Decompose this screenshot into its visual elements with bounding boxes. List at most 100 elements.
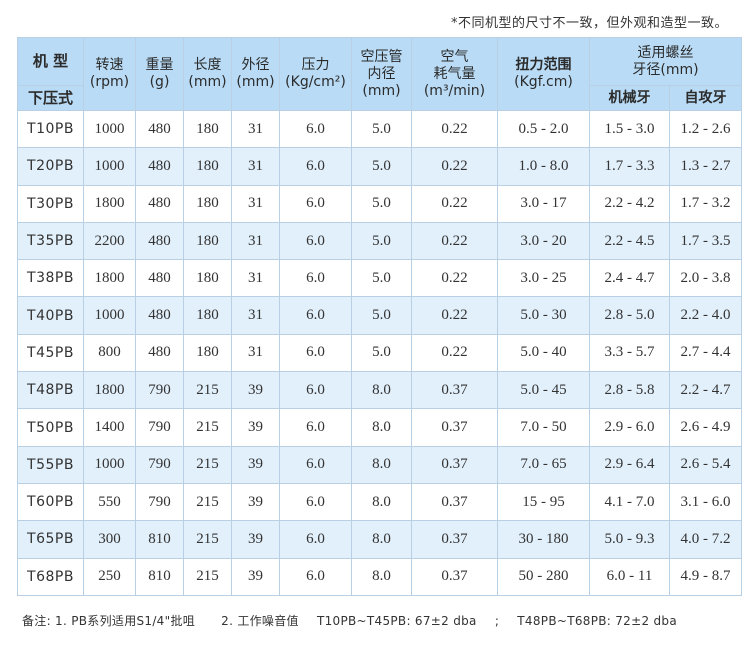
- cell-pressure: 6.0: [279, 184, 352, 223]
- cell-diameter: 39: [231, 520, 280, 559]
- header-air-unit: (m³/min): [423, 82, 486, 99]
- cell-speed: 1400: [83, 408, 136, 447]
- cell-torque-range: 7.0 - 50: [497, 408, 590, 447]
- cell-torque-range: 3.0 - 25: [497, 259, 590, 298]
- cell-length: 180: [183, 221, 232, 261]
- cell-hose-diameter: 5.0: [351, 147, 412, 186]
- cell-pressure: 6.0: [279, 109, 352, 149]
- cell-diameter: 31: [231, 259, 280, 298]
- cell-machine-thread: 2.4 - 4.7: [589, 259, 670, 298]
- cell-torque-range: 5.0 - 45: [497, 371, 590, 410]
- cell-diameter: 31: [231, 221, 280, 261]
- cell-weight: 480: [135, 221, 184, 261]
- header-machine-thread: 机械牙: [589, 85, 670, 111]
- header-hose-label: 空压管: [360, 48, 403, 65]
- header-length: 长度 (mm): [183, 37, 232, 111]
- cell-speed: 250: [83, 557, 136, 596]
- cell-self-tapping: 4.0 - 7.2: [668, 520, 743, 559]
- cell-self-tapping: 1.7 - 3.2: [668, 184, 743, 223]
- cell-self-tapping: 2.2 - 4.7: [668, 371, 743, 410]
- table-row: T38PB 1800 480 180 31 6.0 5.0 0.22 3.0 - 25 2.4 -…: [17, 259, 743, 298]
- cell-model: T68PB: [17, 557, 84, 596]
- cell-air-consumption: 0.22: [411, 333, 498, 373]
- table-row: T48PB 1800 790 215 39 6.0 8.0 0.37 5.0 - 45 2.8 -…: [17, 371, 743, 410]
- table-row: T40PB 1000 480 180 31 6.0 5.0 0.22 5.0 - 30 2.8 -…: [17, 296, 743, 335]
- cell-machine-thread: 1.5 - 3.0: [589, 109, 670, 149]
- header-hose: 空压管 内径 (mm): [351, 37, 412, 111]
- header-diameter: 外径 (mm): [231, 37, 280, 111]
- cell-speed: 1800: [83, 371, 136, 410]
- cell-torque-range: 1.0 - 8.0: [497, 147, 590, 186]
- header-diameter-unit: (mm): [236, 74, 275, 90]
- header-air: 空气 耗气量 (m³/min): [411, 37, 498, 111]
- cell-torque-range: 30 - 180: [497, 520, 590, 559]
- cell-speed: 1000: [83, 445, 136, 484]
- cell-machine-thread: 6.0 - 11: [589, 557, 670, 596]
- header-self-tapping: 自攻牙: [668, 85, 743, 111]
- cell-machine-thread: 3.3 - 5.7: [589, 333, 670, 373]
- cell-weight: 790: [135, 371, 184, 410]
- cell-model: T38PB: [17, 259, 84, 298]
- cell-weight: 790: [135, 408, 184, 447]
- header-hose-unit: (mm): [362, 82, 401, 99]
- cell-weight: 810: [135, 557, 184, 596]
- cell-self-tapping: 4.9 - 8.7: [668, 557, 743, 596]
- cell-machine-thread: 1.7 - 3.3: [589, 147, 670, 186]
- cell-pressure: 6.0: [279, 296, 352, 335]
- cell-diameter: 31: [231, 109, 280, 149]
- cell-machine-thread: 2.9 - 6.4: [589, 445, 670, 484]
- spec-table: 机 型 转速 (rpm) 重量 (g) 长度 (mm) 外径 (mm) 压力 (Kg/cm…: [17, 37, 743, 596]
- cell-diameter: 31: [231, 147, 280, 186]
- cell-pressure: 6.0: [279, 259, 352, 298]
- header-air-label-2: 耗气量: [433, 65, 476, 82]
- footnote-note1: 备注: 1. PB系列适用S1/4"批咀: [22, 614, 196, 628]
- cell-model: T65PB: [17, 520, 84, 559]
- table-row: T20PB 1000 480 180 31 6.0 5.0 0.22 1.0 - 8.0 1.7 …: [17, 147, 743, 186]
- cell-pressure: 6.0: [279, 371, 352, 410]
- cell-speed: 550: [83, 482, 136, 522]
- cell-length: 180: [183, 184, 232, 223]
- cell-model: T48PB: [17, 371, 84, 410]
- table-row: T60PB 550 790 215 39 6.0 8.0 0.37 15 - 95 4.1 - 7…: [17, 482, 743, 522]
- cell-air-consumption: 0.37: [411, 408, 498, 447]
- cell-speed: 1000: [83, 296, 136, 335]
- cell-torque-range: 5.0 - 40: [497, 333, 590, 373]
- header-screw: 适用螺丝 牙径(mm): [588, 37, 743, 86]
- table-row: T65PB 300 810 215 39 6.0 8.0 0.37 30 - 180 5.0 - …: [17, 520, 743, 559]
- cell-speed: 1800: [83, 259, 136, 298]
- cell-self-tapping: 2.7 - 4.4: [668, 333, 743, 373]
- cell-weight: 480: [135, 333, 184, 373]
- cell-length: 215: [183, 408, 232, 447]
- header-torque-label: 扭力范围: [515, 57, 572, 73]
- cell-self-tapping: 1.2 - 2.6: [668, 109, 743, 149]
- cell-torque-range: 7.0 - 65: [497, 445, 590, 484]
- cell-length: 180: [183, 259, 232, 298]
- cell-speed: 300: [83, 520, 136, 559]
- table-row: T10PB 1000 480 180 31 6.0 5.0 0.22 0.5 - 2.0 1.5 …: [17, 109, 743, 149]
- cell-torque-range: 5.0 - 30: [497, 296, 590, 335]
- cell-pressure: 6.0: [279, 520, 352, 559]
- cell-length: 215: [183, 445, 232, 484]
- cell-machine-thread: 2.2 - 4.5: [589, 221, 670, 261]
- table-row: T30PB 1800 480 180 31 6.0 5.0 0.22 3.0 - 17 2.2 -…: [17, 184, 743, 223]
- cell-hose-diameter: 5.0: [351, 296, 412, 335]
- header-pressure: 压力 (Kg/cm²): [279, 37, 352, 111]
- header-speed-unit: (rpm): [89, 74, 130, 90]
- cell-air-consumption: 0.37: [411, 445, 498, 484]
- cell-pressure: 6.0: [279, 482, 352, 522]
- cell-hose-diameter: 5.0: [351, 259, 412, 298]
- cell-speed: 2200: [83, 221, 136, 261]
- cell-weight: 480: [135, 296, 184, 335]
- header-hose-label-2: 内径: [367, 65, 396, 82]
- cell-hose-diameter: 8.0: [351, 445, 412, 484]
- cell-length: 215: [183, 371, 232, 410]
- top-note: *不同机型的尺寸不一致，但外观和造型一致。: [450, 16, 728, 31]
- cell-model: T50PB: [17, 408, 84, 447]
- cell-length: 180: [183, 109, 232, 149]
- cell-diameter: 39: [231, 408, 280, 447]
- cell-air-consumption: 0.22: [411, 184, 498, 223]
- cell-self-tapping: 2.6 - 5.4: [668, 445, 743, 484]
- cell-weight: 480: [135, 259, 184, 298]
- cell-self-tapping: 2.2 - 4.0: [668, 296, 743, 335]
- header-air-label: 空气: [440, 48, 469, 65]
